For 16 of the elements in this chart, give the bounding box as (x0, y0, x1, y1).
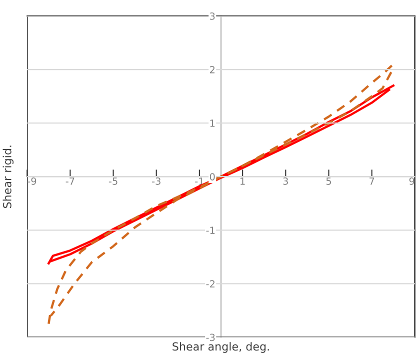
y-tick-label: 3 (210, 12, 215, 20)
x-axis-title: Shear angle, deg. (172, 342, 269, 353)
y-tick-label: 0 (210, 173, 215, 180)
x-tick-label: 1 (240, 178, 245, 185)
x-tick-label: 5 (326, 178, 331, 185)
y-tick-label: -3 (206, 334, 215, 342)
x-tick-label: 7 (370, 178, 374, 185)
x-tick-label: 3 (283, 177, 288, 185)
y-tick-label: -1 (206, 226, 215, 234)
y-tick-label: 2 (210, 66, 214, 74)
y-axis-title: Shear rigid. (2, 146, 14, 208)
x-tick-label: -3 (152, 177, 160, 185)
x-tick-label: -5 (108, 178, 118, 185)
y-tick-label: 1 (210, 120, 215, 127)
y-tick-label: -2 (206, 280, 214, 288)
x-tick-label: -7 (66, 178, 74, 185)
